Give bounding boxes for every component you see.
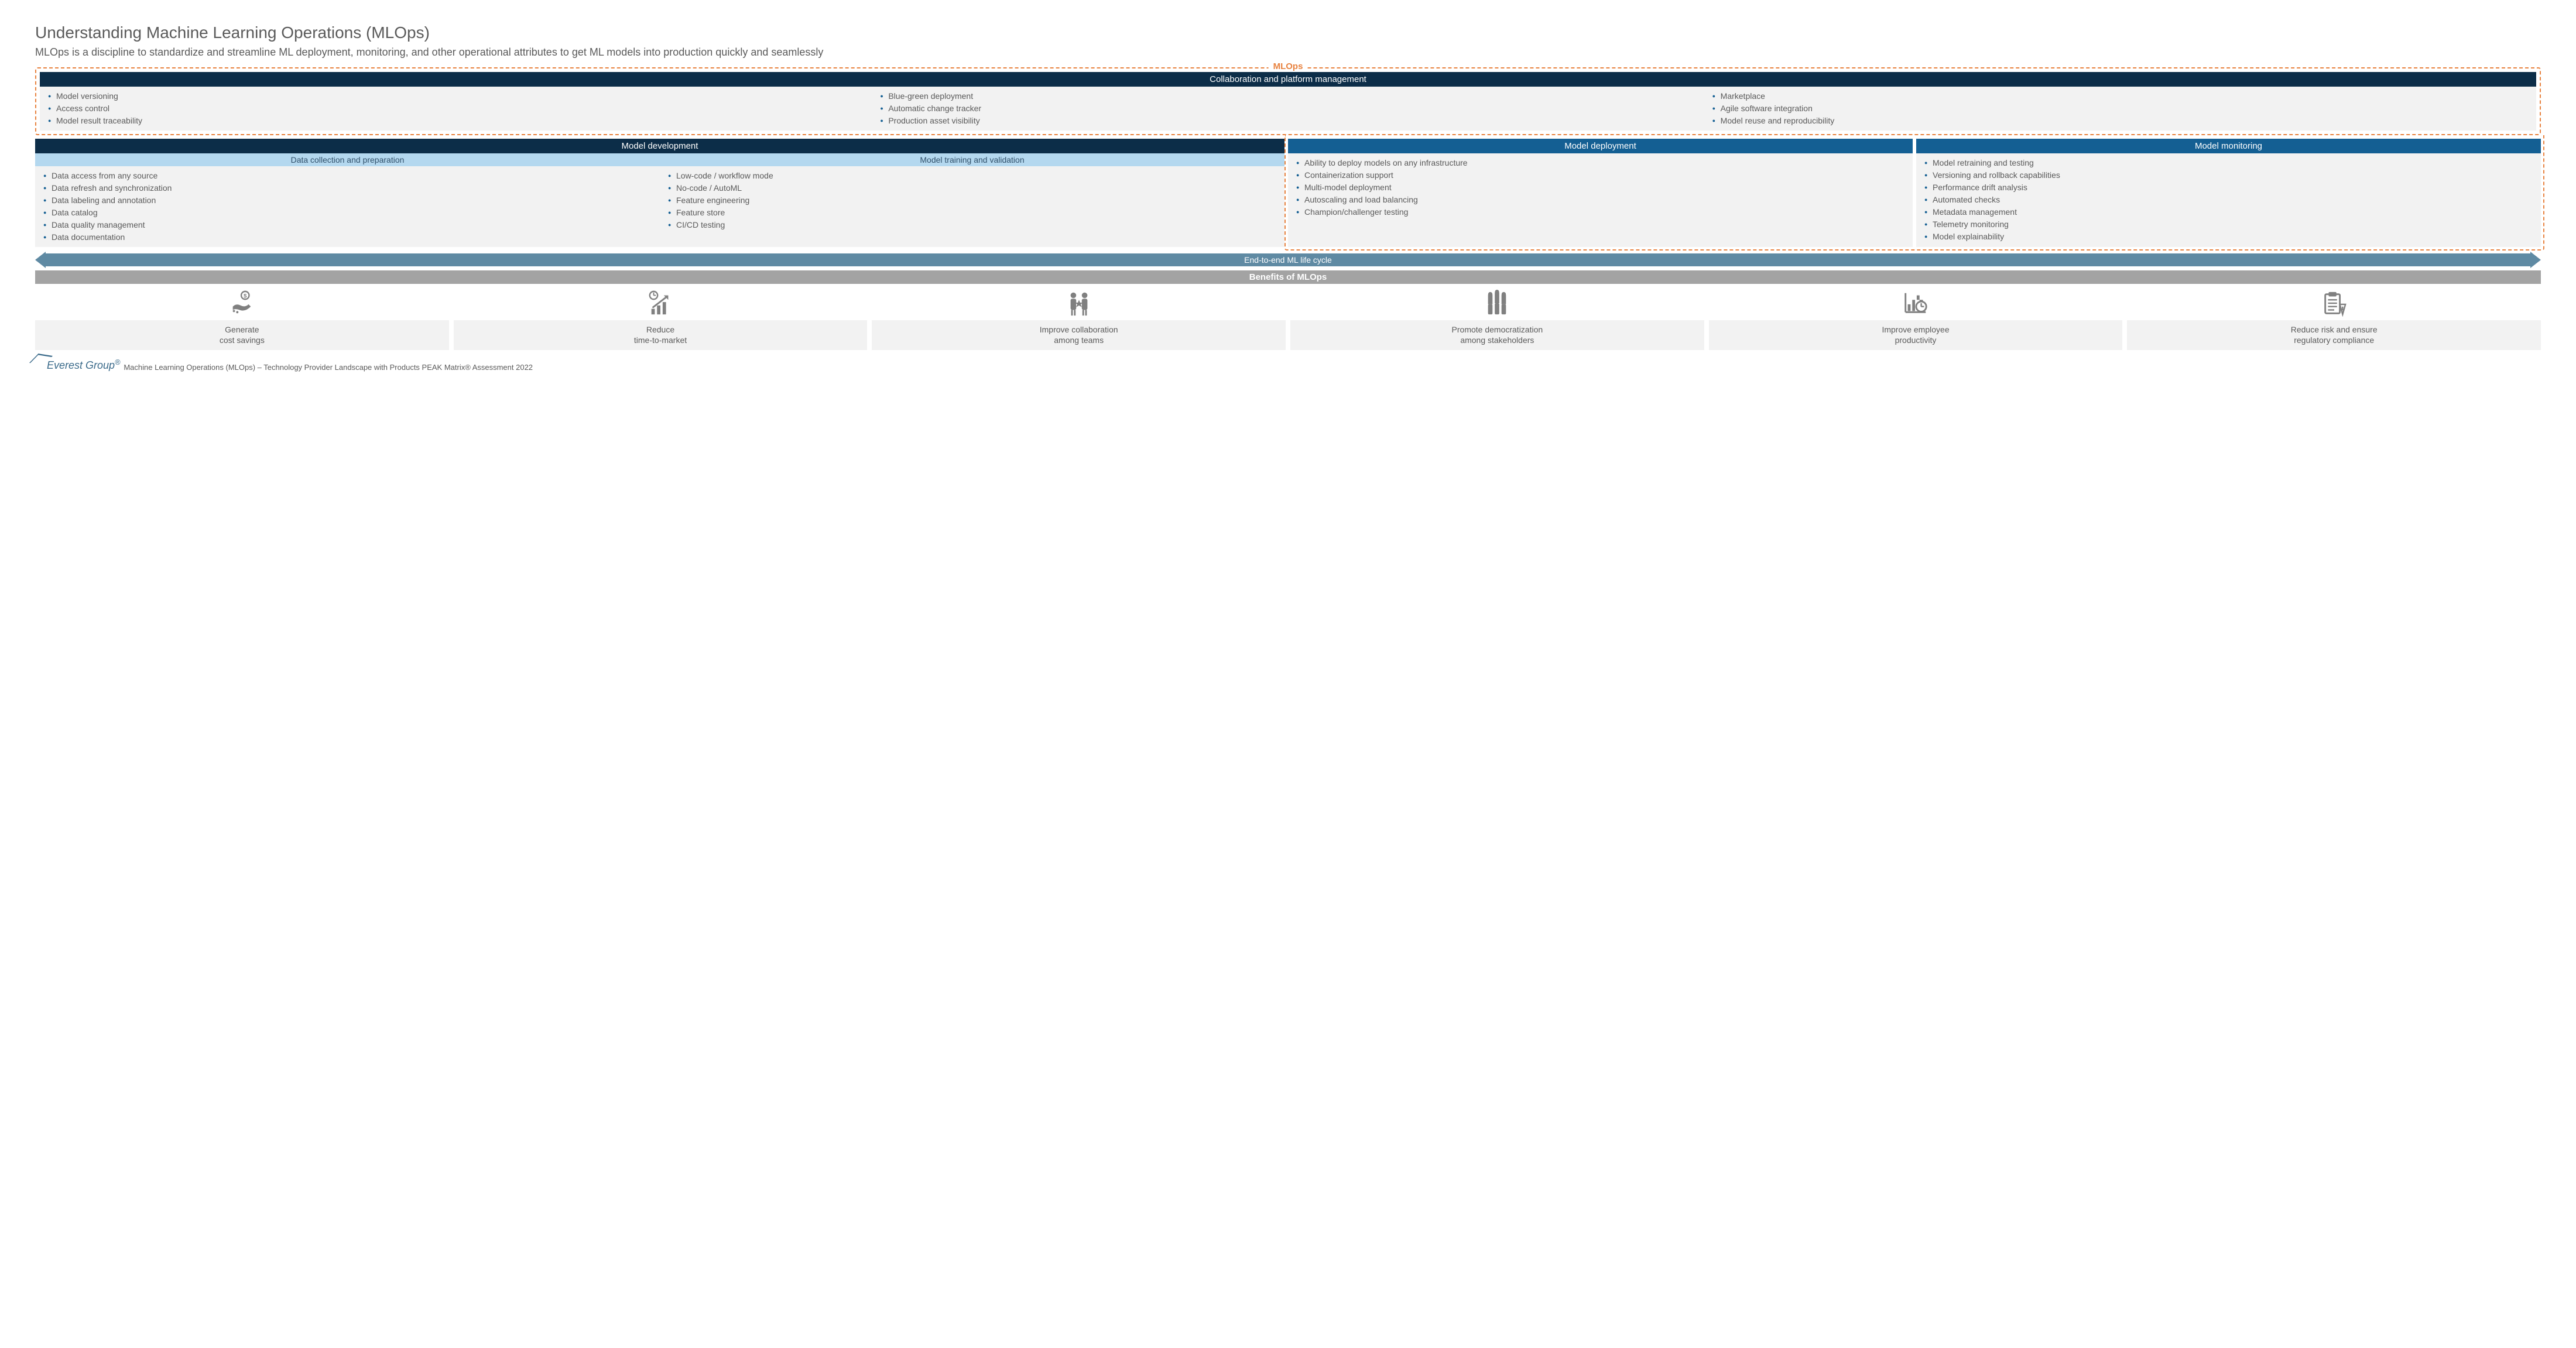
list-item: No-code / AutoML (668, 182, 1276, 194)
mon-header: Model monitoring (1916, 139, 2541, 153)
collab-columns: Model versioningAccess controlModel resu… (40, 87, 2536, 131)
list-item: Performance drift analysis (1924, 181, 2533, 194)
list-item: Data labeling and annotation (43, 194, 652, 207)
list-item: Data refresh and synchronization (43, 182, 652, 194)
benefit-label: Reducetime-to-market (454, 320, 868, 350)
collaboration-icon (872, 289, 1286, 318)
compliance-icon (2127, 289, 2541, 318)
benefit-item: Reducetime-to-market (454, 289, 868, 350)
collab-col-1: Model versioningAccess controlModel resu… (40, 87, 872, 131)
dep-header: Model deployment (1288, 139, 1913, 153)
benefit-label: Improve employeeproductivity (1709, 320, 2123, 350)
list-item: Telemetry monitoring (1924, 218, 2533, 231)
dev-sub2-header: Model training and validation (660, 153, 1284, 166)
footer: Everest Group® Machine Learning Operatio… (35, 358, 2541, 372)
cost-savings-icon: $ (35, 289, 449, 318)
list-item: Data quality management (43, 219, 652, 231)
list-item: Autoscaling and load balancing (1296, 194, 1904, 206)
model-development-panel: Model development Data collection and pr… (35, 139, 1284, 247)
lifecycle-label: End-to-end ML life cycle (46, 253, 2530, 266)
list-item: Feature engineering (668, 194, 1276, 207)
productivity-icon (1709, 289, 2123, 318)
svg-text:$: $ (244, 293, 247, 300)
lifecycle-arrow: End-to-end ML life cycle (35, 253, 2541, 267)
list-item: Model reuse and reproducibility (1712, 115, 2528, 127)
list-item: Feature store (668, 207, 1276, 219)
arrow-left-icon (35, 252, 46, 268)
benefit-label: Promote democratizationamong stakeholder… (1290, 320, 1704, 350)
benefits-header: Benefits of MLOps (35, 270, 2541, 284)
page-title: Understanding Machine Learning Operation… (35, 23, 2541, 42)
list-item: Model versioning (48, 90, 864, 102)
collab-dashed-border: Collaboration and platform management Mo… (35, 67, 2541, 135)
list-item: Automated checks (1924, 194, 2533, 206)
mon-body: Model retraining and testingVersioning a… (1916, 153, 2541, 247)
dep-body: Ability to deploy models on any infrastr… (1288, 153, 1913, 247)
arrow-right-icon (2530, 252, 2541, 268)
list-item: Ability to deploy models on any infrastr… (1296, 157, 1904, 169)
time-market-icon (454, 289, 868, 318)
benefit-item: Improve employeeproductivity (1709, 289, 2123, 350)
collab-col-3: MarketplaceAgile software integrationMod… (1704, 87, 2536, 131)
benefit-item: Promote democratizationamong stakeholder… (1290, 289, 1704, 350)
list-item: Data catalog (43, 207, 652, 219)
list-item: Containerization support (1296, 169, 1904, 181)
page-subtitle: MLOps is a discipline to standardize and… (35, 46, 2541, 59)
benefit-label: Improve collaborationamong teams (872, 320, 1286, 350)
footer-text: Machine Learning Operations (MLOps) – Te… (124, 363, 533, 372)
dev-header: Model development (35, 139, 1284, 153)
list-item: Production asset visibility (880, 115, 1695, 127)
model-deployment-panel: Model deployment Ability to deploy model… (1288, 139, 1913, 247)
mlops-diagram: MLOps Collaboration and platform managem… (35, 67, 2541, 247)
list-item: Low-code / workflow mode (668, 170, 1276, 182)
dev-subheaders: Data collection and preparation Model tr… (35, 153, 1284, 166)
democratization-icon (1290, 289, 1704, 318)
list-item: Data access from any source (43, 170, 652, 182)
collab-col-2: Blue-green deploymentAutomatic change tr… (872, 87, 1704, 131)
list-item: Agile software integration (1712, 102, 2528, 115)
collab-header: Collaboration and platform management (40, 72, 2536, 87)
list-item: Model explainability (1924, 231, 2533, 243)
list-item: Versioning and rollback capabilities (1924, 169, 2533, 181)
list-item: Data documentation (43, 231, 652, 243)
lower-row: Model development Data collection and pr… (35, 139, 2541, 247)
list-item: Model retraining and testing (1924, 157, 2533, 169)
dev-sub1-body: Data access from any sourceData refresh … (35, 166, 660, 247)
list-item: Multi-model deployment (1296, 181, 1904, 194)
dev-sub1-header: Data collection and preparation (35, 153, 660, 166)
benefit-item: Improve collaborationamong teams (872, 289, 1286, 350)
benefit-item: Reduce risk and ensureregulatory complia… (2127, 289, 2541, 350)
list-item: Automatic change tracker (880, 102, 1695, 115)
list-item: Marketplace (1712, 90, 2528, 102)
model-monitoring-panel: Model monitoring Model retraining and te… (1916, 139, 2541, 247)
list-item: Blue-green deployment (880, 90, 1695, 102)
list-item: Metadata management (1924, 206, 2533, 218)
benefit-label: Reduce risk and ensureregulatory complia… (2127, 320, 2541, 350)
dev-sub2-body: Low-code / workflow modeNo-code / AutoML… (660, 166, 1284, 247)
everest-logo: Everest Group® (35, 358, 120, 372)
list-item: Champion/challenger testing (1296, 206, 1904, 218)
mlops-label: MLOps (1269, 61, 1308, 71)
list-item: Access control (48, 102, 864, 115)
benefits-row: $ Generatecost savingsReducetime-to-marke… (35, 289, 2541, 350)
benefit-item: $ Generatecost savings (35, 289, 449, 350)
list-item: CI/CD testing (668, 219, 1276, 231)
dev-bodies: Data access from any sourceData refresh … (35, 166, 1284, 247)
benefit-label: Generatecost savings (35, 320, 449, 350)
list-item: Model result traceability (48, 115, 864, 127)
